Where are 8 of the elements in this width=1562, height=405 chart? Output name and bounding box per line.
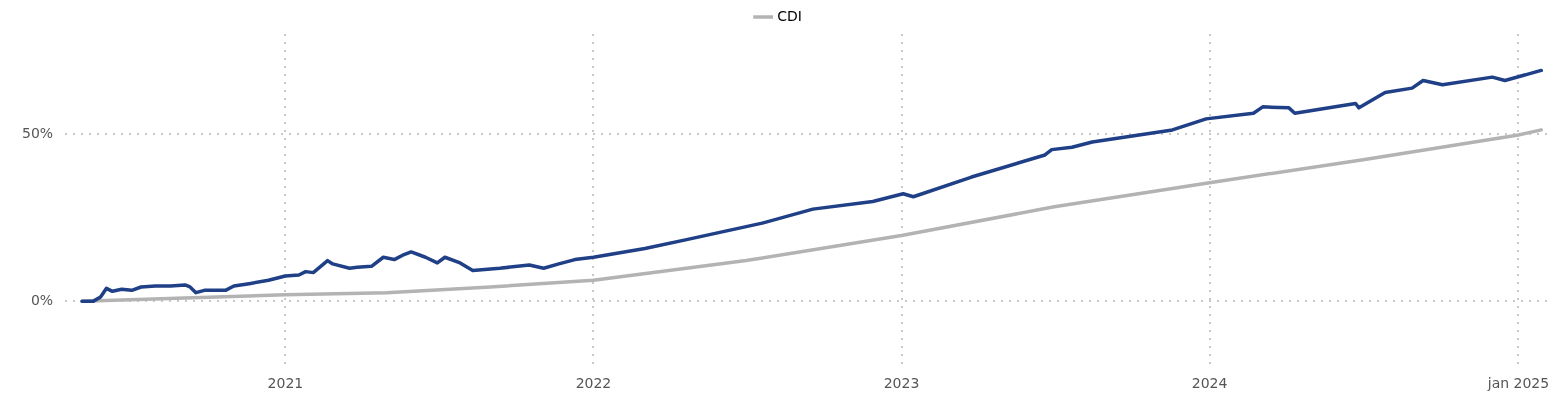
x-tick-label: 2022 — [575, 375, 612, 392]
y-tick-label: 0% — [30, 292, 54, 308]
x-tick-label: 2021 — [267, 375, 304, 392]
x-tick-label: 2023 — [883, 375, 920, 392]
x-tick-label: jan 2025 — [1486, 375, 1550, 392]
x-tick-label: 2024 — [1191, 375, 1228, 392]
legend-label: CDI — [777, 7, 802, 24]
y-tick-label: 50% — [21, 124, 54, 141]
